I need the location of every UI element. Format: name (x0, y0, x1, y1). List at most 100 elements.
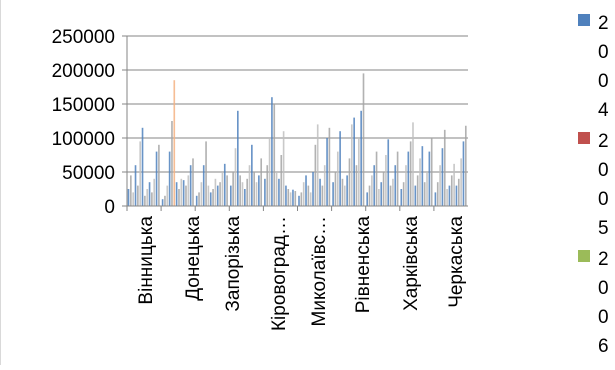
bar (405, 165, 407, 206)
bar (223, 163, 226, 206)
bar (285, 185, 287, 206)
legend-label: 0 (598, 160, 609, 181)
bar (368, 185, 371, 206)
bar (460, 158, 462, 206)
bar (251, 144, 253, 206)
bar (134, 165, 137, 206)
bar (212, 189, 214, 206)
bar (273, 104, 276, 206)
bar (232, 172, 234, 206)
bar (312, 172, 314, 206)
bars (127, 73, 467, 207)
bar (182, 180, 185, 206)
bar (255, 182, 258, 206)
bar (434, 192, 437, 206)
bar (326, 138, 328, 206)
bar (173, 80, 176, 206)
bar (396, 151, 399, 206)
bar (148, 182, 151, 206)
bar (419, 158, 421, 206)
bar (229, 185, 232, 206)
bar (453, 163, 455, 206)
bar (282, 131, 285, 206)
bar (360, 110, 362, 206)
bar (448, 185, 451, 206)
bar (392, 178, 394, 206)
bar (348, 158, 351, 206)
bar (289, 192, 292, 206)
bar (219, 182, 221, 206)
legend-label: 5 (598, 218, 609, 239)
bar (421, 146, 424, 206)
legend-label: 6 (598, 336, 609, 357)
legend: 2 0 0 4 2 0 0 5 2 0 0 6 (578, 13, 609, 357)
bar (155, 151, 158, 206)
bar (139, 141, 142, 206)
x-tick-label: Кіровоград… (269, 216, 290, 331)
bar (258, 175, 260, 206)
bar (341, 178, 344, 206)
bar (127, 189, 130, 206)
bar (205, 141, 207, 206)
bar (350, 124, 353, 206)
bar (407, 151, 410, 206)
bar (416, 175, 419, 206)
y-tick-label: 250000 (52, 27, 115, 48)
bar (226, 175, 228, 206)
bar (178, 189, 180, 206)
bar (209, 192, 212, 206)
y-tick-label: 100000 (52, 129, 115, 150)
bar (332, 182, 334, 206)
bar (373, 165, 376, 206)
chart-border-left (0, 0, 1, 365)
bar (153, 178, 156, 206)
x-tick-labels: Вінницька Донецька Запорізька Кіровоград… Ми… (136, 216, 467, 331)
bar (239, 175, 241, 206)
bar (192, 158, 194, 206)
bar (185, 185, 187, 206)
bar (385, 155, 387, 206)
bar (294, 191, 297, 206)
y-tick-label: 50000 (62, 163, 115, 184)
bar (266, 165, 269, 206)
bar (141, 127, 144, 206)
bar (358, 138, 360, 206)
bar (151, 192, 153, 206)
bar (244, 189, 246, 206)
bar (328, 127, 331, 206)
bar (382, 172, 385, 206)
bar (253, 172, 255, 206)
bar (264, 178, 266, 206)
bar (323, 165, 326, 206)
bar (275, 172, 278, 206)
x-tick-label: Запорізька (223, 216, 244, 312)
bar (137, 185, 139, 206)
bar (423, 182, 426, 206)
bar (300, 192, 303, 206)
bar (319, 178, 321, 206)
bar (189, 165, 192, 206)
axes (122, 35, 468, 211)
x-tick-label: Черкаська (446, 216, 467, 308)
bar (426, 172, 428, 206)
bar (302, 182, 305, 206)
bar (241, 182, 244, 206)
bar (202, 165, 205, 206)
bar (455, 185, 458, 206)
bar (221, 172, 224, 206)
bar (446, 189, 448, 206)
legend-label: 2 (598, 13, 609, 34)
bar (462, 141, 465, 206)
y-tick-labels: 0 50000 100000 150000 200000 250000 (52, 27, 115, 218)
bar (353, 117, 355, 206)
bar (158, 144, 160, 206)
bar (200, 182, 203, 206)
legend-label: 0 (598, 278, 609, 299)
bar (450, 175, 453, 206)
x-tick-label: Вінницька (136, 216, 157, 305)
bar (389, 185, 392, 206)
bar (366, 192, 369, 206)
bar (132, 192, 134, 206)
bar (271, 97, 273, 206)
